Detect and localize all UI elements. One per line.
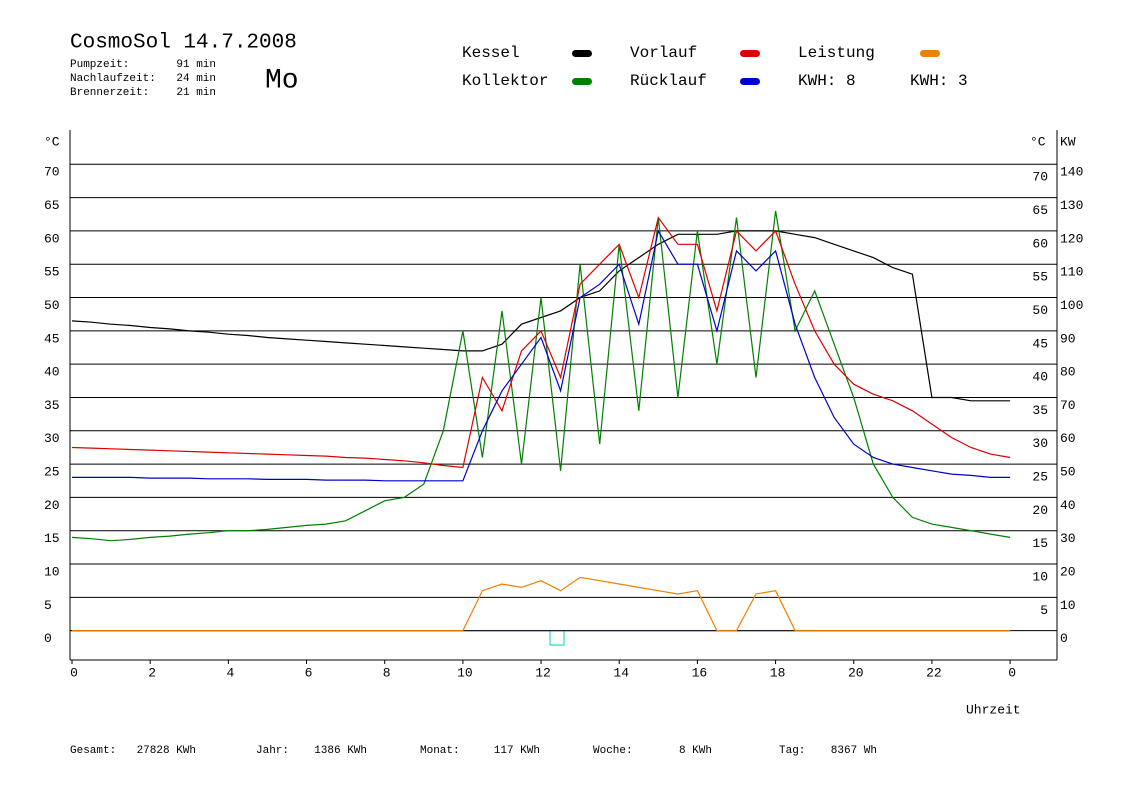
footer-value: 8367 Wh [831,745,877,757]
y-tick-label: 45 [44,331,60,346]
y2-tick-label: 110 [1060,265,1083,280]
y-tick-label-right: 30 [1032,436,1048,451]
legend-label: Kessel [462,44,520,62]
y2-tick-label: 30 [1060,531,1076,546]
y2-tick-label: 60 [1060,431,1076,446]
y-tick-label: 55 [44,265,60,280]
footer-value: 117 KWh [494,745,540,757]
series-line [72,229,1011,482]
kwh-label: KWH: 8 [798,72,856,90]
y-tick-label: 30 [44,431,60,446]
x-tick-label: 8 [383,665,391,680]
x-tick-label: 0 [1008,665,1016,680]
legend-label: Kollektor [462,72,548,90]
y-tick-label: 10 [44,564,60,579]
y-tick-label-right: 55 [1032,270,1048,285]
legend-swatch [572,78,592,85]
footer-value: 27828 KWh [137,745,196,757]
y-tick-label: 70 [44,165,60,180]
x-tick-label: 6 [305,665,313,680]
y-tick-label-right: 40 [1032,370,1048,385]
x-tick-label: 2 [148,665,156,680]
footer-label: Monat: [420,745,460,757]
y2-tick-label: 20 [1060,564,1076,579]
y-tick-label-right: 35 [1032,403,1048,418]
legend-swatch [740,50,760,57]
y2-tick-label: 40 [1060,498,1076,513]
y2-tick-label: 120 [1060,231,1083,246]
y2-tick-label: 140 [1060,165,1083,180]
x-tick-label: 12 [535,665,551,680]
y-tick-label-right: 20 [1032,503,1048,518]
y2-tick-label: 0 [1060,631,1068,646]
footer-value: 1386 KWh [314,745,367,757]
x-tick-label: 4 [226,665,234,680]
y-tick-label-right: 60 [1032,236,1048,251]
info-value: 24 min [176,73,216,85]
y-tick-label-right: 25 [1032,470,1048,485]
y-tick-label: 65 [44,198,60,213]
legend-label: Vorlauf [630,44,697,62]
y-axis-label: °C [44,134,60,149]
legend-label: Rücklauf [630,72,707,90]
y2-tick-label: 100 [1060,298,1083,313]
y-tick-label-right: 65 [1032,203,1048,218]
y2-tick-label: 10 [1060,598,1076,613]
y-tick-label: 25 [44,465,60,480]
y2-tick-label: 130 [1060,198,1083,213]
y-tick-label: 50 [44,298,60,313]
y2-tick-label: 50 [1060,465,1076,480]
y-tick-label: 0 [44,631,52,646]
legend-label: Leistung [798,44,875,62]
x-tick-label: 20 [848,665,864,680]
y-axis-label-right: °C [1030,134,1046,149]
y-tick-label: 20 [44,498,60,513]
y-tick-label-right: 5 [1040,603,1048,618]
x-tick-label: 14 [613,665,629,680]
day-label: Mo [265,65,299,96]
x-tick-label: 0 [70,665,78,680]
info-label: Brennerzeit: [70,87,149,99]
y-tick-label: 60 [44,231,60,246]
y-tick-label: 40 [44,365,60,380]
y-tick-label-right: 10 [1032,569,1048,584]
info-value: 91 min [176,59,216,71]
footer-label: Jahr: [256,745,289,757]
y-tick-label-right: 70 [1032,170,1048,185]
info-value: 21 min [176,87,216,99]
y2-axis-label: KW [1060,134,1076,149]
y-tick-label: 35 [44,398,60,413]
legend-swatch [740,78,760,85]
footer-label: Woche: [593,745,633,757]
kwh-label: KWH: 3 [910,72,968,90]
x-tick-label: 18 [770,665,786,680]
info-label: Nachlaufzeit: [70,73,156,85]
series-line [71,210,1011,542]
y2-tick-label: 80 [1060,365,1076,380]
y2-tick-label: 90 [1060,331,1076,346]
x-tick-label: 22 [926,665,942,680]
x-tick-label: 10 [457,665,473,680]
y-tick-label-right: 15 [1032,536,1048,551]
x-axis-label: Uhrzeit [966,702,1021,717]
footer-value: 8 KWh [679,745,712,757]
legend-swatch [572,50,592,57]
y-tick-label-right: 50 [1032,303,1048,318]
legend-swatch [920,50,940,57]
y-tick-label-right: 45 [1032,336,1048,351]
footer-label: Gesamt: [70,745,116,757]
series-line [71,216,1011,469]
x-tick-label: 16 [692,665,708,680]
info-label: Pumpzeit: [70,59,129,71]
series-line [71,230,1011,402]
y-tick-label: 15 [44,531,60,546]
y-tick-label: 5 [44,598,52,613]
y2-tick-label: 70 [1060,398,1076,413]
series-line [72,576,1011,632]
chart-title: CosmoSol 14.7.2008 [70,32,297,55]
footer-label: Tag: [779,745,805,757]
